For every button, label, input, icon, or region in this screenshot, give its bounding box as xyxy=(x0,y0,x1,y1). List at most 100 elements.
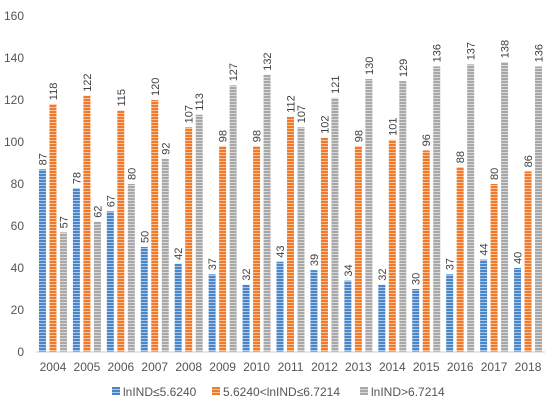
data-label: 132 xyxy=(262,52,274,70)
bar-series-3 xyxy=(297,127,305,352)
data-label: 107 xyxy=(184,105,196,123)
bar-series-2 xyxy=(117,110,125,352)
data-label: 113 xyxy=(194,93,206,111)
x-tick-label: 2010 xyxy=(243,360,270,374)
legend-entry-2: 5.6240<lnIND≤6.7214 xyxy=(212,385,340,399)
bar-series-1 xyxy=(140,247,148,352)
data-label: 137 xyxy=(466,42,478,60)
legend-label: lnIND>6.7214 xyxy=(371,385,445,399)
data-label: 67 xyxy=(105,195,117,207)
y-tick-label: 0 xyxy=(17,345,24,359)
bar-series-2 xyxy=(219,146,227,352)
bar-series-3 xyxy=(365,79,373,352)
y-tick-label: 20 xyxy=(11,303,25,317)
data-label: 98 xyxy=(218,130,230,142)
bar-series-1 xyxy=(242,284,250,352)
data-label: 44 xyxy=(479,243,491,255)
x-tick-label: 2014 xyxy=(379,360,406,374)
data-label: 39 xyxy=(309,254,321,266)
data-label: 40 xyxy=(513,252,525,264)
y-tick-label: 160 xyxy=(4,9,24,23)
data-label: 122 xyxy=(82,73,94,91)
bar-series-2 xyxy=(524,171,532,352)
data-label: 98 xyxy=(353,130,365,142)
data-label: 92 xyxy=(160,143,172,155)
data-label: 136 xyxy=(432,44,444,62)
data-label: 118 xyxy=(48,83,60,101)
x-tick-label: 2017 xyxy=(481,360,508,374)
data-label: 120 xyxy=(150,78,162,96)
bar-series-1 xyxy=(310,270,318,352)
bar-series-1 xyxy=(344,280,352,352)
bar-series-1 xyxy=(72,188,80,352)
bar-series-2 xyxy=(185,127,193,352)
legend-swatch xyxy=(360,387,368,395)
bar-series-3 xyxy=(263,74,271,353)
x-tick-label: 2007 xyxy=(141,360,168,374)
bar-series-3 xyxy=(399,81,407,352)
bar-series-2 xyxy=(490,184,498,352)
data-label: 96 xyxy=(421,134,433,146)
data-label: 138 xyxy=(500,40,512,58)
y-tick-label: 100 xyxy=(4,135,24,149)
data-label: 102 xyxy=(319,115,331,133)
bar-series-1 xyxy=(106,211,114,352)
data-label: 57 xyxy=(58,216,70,228)
data-label: 37 xyxy=(445,258,457,270)
data-label: 42 xyxy=(173,248,185,260)
bar-series-1 xyxy=(446,274,454,352)
bar-series-1 xyxy=(276,261,284,352)
legend-label: 5.6240<lnIND≤6.7214 xyxy=(223,385,340,399)
bar-series-1 xyxy=(480,259,488,352)
bar-series-3 xyxy=(433,66,441,353)
y-tick-label: 60 xyxy=(11,219,25,233)
data-label: 30 xyxy=(411,273,423,285)
bar-series-2 xyxy=(354,146,362,352)
data-label: 78 xyxy=(71,172,83,184)
x-tick-label: 2008 xyxy=(175,360,202,374)
x-tick-label: 2018 xyxy=(515,360,542,374)
bar-series-3 xyxy=(535,66,543,353)
data-label: 127 xyxy=(228,63,240,81)
legend: lnIND≤5.6240 5.6240<lnIND≤6.7214 lnIND>6.7… xyxy=(112,385,445,399)
data-label: 98 xyxy=(252,130,264,142)
bar-series-3 xyxy=(59,232,67,352)
legend-label: lnIND≤5.6240 xyxy=(123,385,197,399)
bar-series-3 xyxy=(501,62,509,352)
y-axis: 0 20 40 60 80 100 120 140 160 xyxy=(4,9,24,359)
data-label: 62 xyxy=(92,206,104,218)
data-label: 129 xyxy=(398,59,410,77)
bar-series-1 xyxy=(514,268,522,352)
bar-series-3 xyxy=(195,114,203,352)
data-label: 37 xyxy=(207,258,219,270)
bar-series-2 xyxy=(287,116,294,352)
data-label: 101 xyxy=(387,118,399,136)
bar-series-1 xyxy=(378,284,386,352)
bar-series-2 xyxy=(49,104,57,352)
bar-series-1 xyxy=(38,169,46,352)
bar-series-2 xyxy=(83,95,91,353)
data-label: 115 xyxy=(116,89,128,107)
data-label: 32 xyxy=(241,269,253,281)
x-tick-label: 2006 xyxy=(107,360,134,374)
data-label: 80 xyxy=(126,168,138,180)
bars xyxy=(38,62,543,353)
bar-series-1 xyxy=(174,263,182,352)
bar-series-2 xyxy=(388,139,396,352)
data-label: 43 xyxy=(275,245,287,257)
data-label: 112 xyxy=(286,95,298,113)
data-label: 88 xyxy=(455,151,467,163)
bar-series-1 xyxy=(208,274,216,352)
x-axis: 2004 2005 2006 2007 2008 2009 2010 2011 2012 2013… xyxy=(36,351,545,374)
x-tick-label: 2011 xyxy=(278,360,304,374)
bar-series-3 xyxy=(229,85,237,353)
y-tick-label: 80 xyxy=(11,177,25,191)
data-label: 80 xyxy=(489,168,501,180)
bar-series-2 xyxy=(253,146,261,352)
data-label: 107 xyxy=(296,105,308,123)
legend-swatch xyxy=(112,387,120,395)
legend-swatch xyxy=(212,387,220,395)
legend-entry-1: lnIND≤5.6240 xyxy=(112,385,197,399)
y-tick-label: 40 xyxy=(11,261,25,275)
